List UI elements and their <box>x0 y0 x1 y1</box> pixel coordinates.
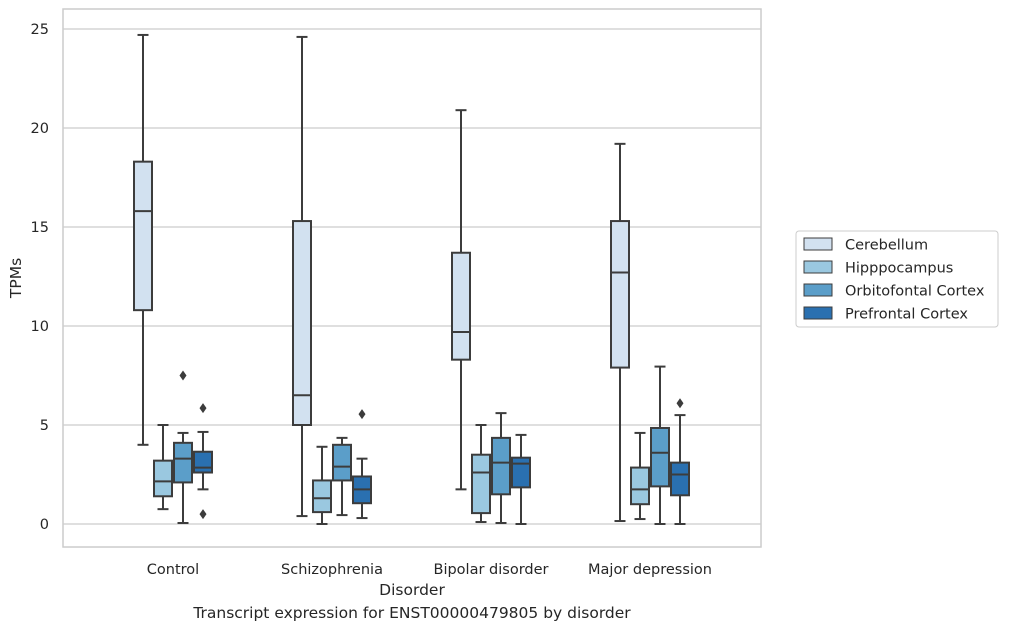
box-iqr <box>471 453 491 515</box>
legend: Cerebellum Hipppocampus Orbitofontal Corte… <box>795 230 999 328</box>
box-0-3 <box>193 403 213 520</box>
y-tick-label: 10 <box>31 319 49 335</box>
box-iqr <box>670 461 690 497</box>
box-2-3 <box>511 433 531 525</box>
legend-label: Prefrontal Cortex <box>845 307 968 323</box>
legend-label: Hipppocampus <box>845 261 953 277</box>
box-0-0 <box>133 33 153 446</box>
y-tick-labels: 0 5 10 15 20 25 <box>31 22 49 533</box>
y-axis-title: TPMs <box>7 258 25 299</box>
box-3-2 <box>650 365 670 525</box>
box-1-0 <box>292 35 312 518</box>
box-2-0 <box>451 109 471 491</box>
legend-label: Cerebellum <box>845 238 928 254</box>
gridlines <box>63 28 761 525</box>
legend-swatch <box>803 306 833 320</box>
y-tick-label: 5 <box>40 418 49 434</box>
box-iqr <box>153 459 173 498</box>
box-iqr <box>491 436 511 496</box>
plot-frame <box>62 8 762 548</box>
legend-swatch <box>803 260 833 274</box>
x-tick-label: Schizophrenia <box>281 562 383 578</box>
outlier-marker <box>676 398 684 409</box>
box-2-1 <box>471 424 491 524</box>
box-iqr <box>650 426 670 488</box>
box-iqr <box>193 450 213 474</box>
chart-caption: Transcript expression for ENST0000047980… <box>193 604 631 622</box>
box-1-3 <box>352 409 372 520</box>
y-tick-label: 15 <box>31 220 49 236</box>
legend-frame <box>795 230 999 328</box>
box-iqr <box>451 251 471 361</box>
box-3-3 <box>670 398 690 525</box>
box-groups <box>133 33 690 525</box>
x-tick-label: Bipolar disorder <box>434 562 549 578</box>
y-tick-label: 20 <box>31 121 49 137</box>
outlier-marker <box>199 403 207 414</box>
box-3-0 <box>610 142 630 523</box>
legend-swatch <box>803 237 833 251</box>
y-tick-label: 25 <box>31 22 49 38</box>
box-1-1 <box>312 445 332 525</box>
box-iqr <box>133 160 153 312</box>
box-1-2 <box>332 436 352 517</box>
box-iqr <box>630 466 650 506</box>
box-iqr <box>173 441 193 484</box>
legend-label: Orbitofontal Cortex <box>845 284 985 300</box>
box-2-2 <box>491 412 511 525</box>
box-0-2 <box>173 370 193 525</box>
box-iqr <box>610 220 630 369</box>
box-3-1 <box>630 431 650 521</box>
legend-swatch <box>803 283 833 297</box>
box-iqr <box>332 443 352 482</box>
x-tick-label: Control <box>147 562 199 578</box>
outlier-marker <box>358 409 366 420</box>
x-axis-title: Disorder <box>379 581 445 599</box>
box-0-1 <box>153 424 173 511</box>
x-tick-label: Major depression <box>588 562 712 578</box>
box-iqr <box>511 456 531 489</box>
box-iqr <box>312 479 332 514</box>
box-iqr <box>292 220 312 426</box>
x-tick-labels: Control Schizophrenia Bipolar disorder Majo… <box>147 562 712 578</box>
outlier-marker <box>199 509 207 520</box>
outlier-marker <box>179 370 187 381</box>
y-tick-label: 0 <box>40 517 49 533</box>
